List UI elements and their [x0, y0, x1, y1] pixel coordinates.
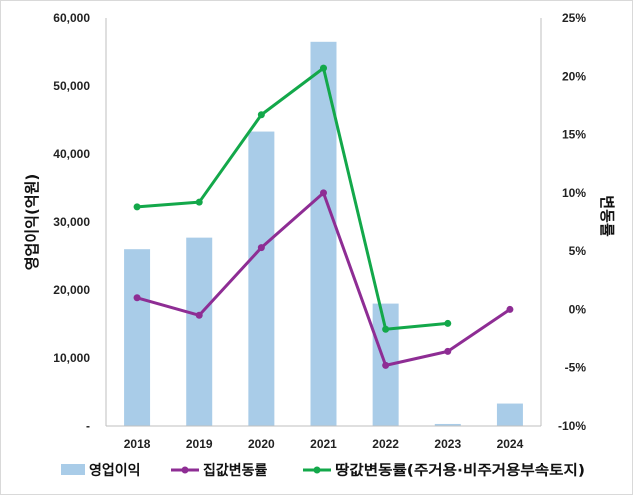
right-tick-label: 10%: [562, 186, 586, 200]
bar-2023: [434, 423, 461, 426]
point-series-1-2023: [444, 347, 452, 355]
bar-2024: [496, 403, 523, 426]
right-tick-label: 25%: [562, 11, 586, 25]
legend-marker-house-price: [181, 466, 189, 474]
x-tick-label: 2020: [248, 437, 275, 451]
legend-label-house-price: 집값변동률: [203, 462, 268, 479]
left-tick-label: 50,000: [53, 79, 90, 93]
bar-series: [124, 41, 523, 427]
line-series-2: [136, 66, 448, 331]
x-tick-label: 2018: [124, 437, 151, 451]
point-series-2-2020: [257, 111, 265, 119]
point-series-1-2020: [257, 244, 265, 252]
point-series-2-2019: [195, 198, 203, 206]
x-tick-label: 2019: [186, 437, 213, 451]
point-series-2-2021: [320, 64, 327, 72]
left-tick-label: -: [86, 419, 90, 433]
point-series-2-2018: [133, 203, 141, 211]
point-series-1-2022: [382, 361, 390, 369]
right-tick-label: 20%: [562, 69, 586, 83]
left-tick-label: 40,000: [53, 147, 90, 161]
x-axis-ticks: 2018 2019 2020 2021 2022 2023 2024: [124, 437, 524, 451]
x-tick-label: 2023: [434, 437, 461, 451]
x-tick-label: 2022: [372, 437, 399, 451]
right-tick-label: 0%: [569, 302, 587, 316]
bar-2019: [186, 237, 213, 426]
x-tick-label: 2021: [310, 437, 337, 451]
bar-2021: [310, 41, 337, 427]
point-series-2-2023: [444, 319, 452, 327]
left-axis-ticks: - 10,000 20,000 30,000 40,000 50,000 60,000: [53, 11, 90, 433]
left-axis-title: 영업이익(억원): [23, 174, 41, 271]
point-series-2-2022: [382, 325, 390, 333]
point-series-1-2024: [506, 305, 514, 313]
bar-2020: [248, 131, 275, 426]
right-tick-label: -5%: [565, 361, 587, 375]
right-tick-label: 5%: [569, 244, 587, 258]
point-series-1-2021: [320, 189, 327, 197]
line-series: [133, 64, 514, 369]
x-tick-label: 2024: [497, 437, 524, 451]
right-tick-label: -10%: [558, 419, 586, 433]
legend-label-operating-profit: 영업이익: [89, 462, 141, 479]
point-series-1-2019: [195, 311, 203, 319]
right-axis-title: 변동률: [598, 195, 616, 237]
left-tick-label: 10,000: [53, 351, 90, 365]
point-series-1-2018: [133, 294, 141, 302]
left-tick-label: 60,000: [53, 11, 90, 25]
right-tick-label: 15%: [562, 128, 586, 142]
bar-2018: [124, 249, 151, 426]
legend: 영업이익 집값변동률 땅값변동률(주거용·비주거용부속토지): [61, 462, 585, 479]
right-axis-ticks: -10% -5% 0% 5% 10% 15% 20% 25%: [558, 11, 586, 433]
left-tick-label: 20,000: [53, 283, 90, 297]
legend-swatch-bar: [61, 464, 85, 475]
left-tick-label: 30,000: [53, 215, 90, 229]
legend-label-land-price: 땅값변동률(주거용·비주거용부속토지): [335, 462, 585, 479]
legend-marker-land-price: [313, 466, 321, 474]
